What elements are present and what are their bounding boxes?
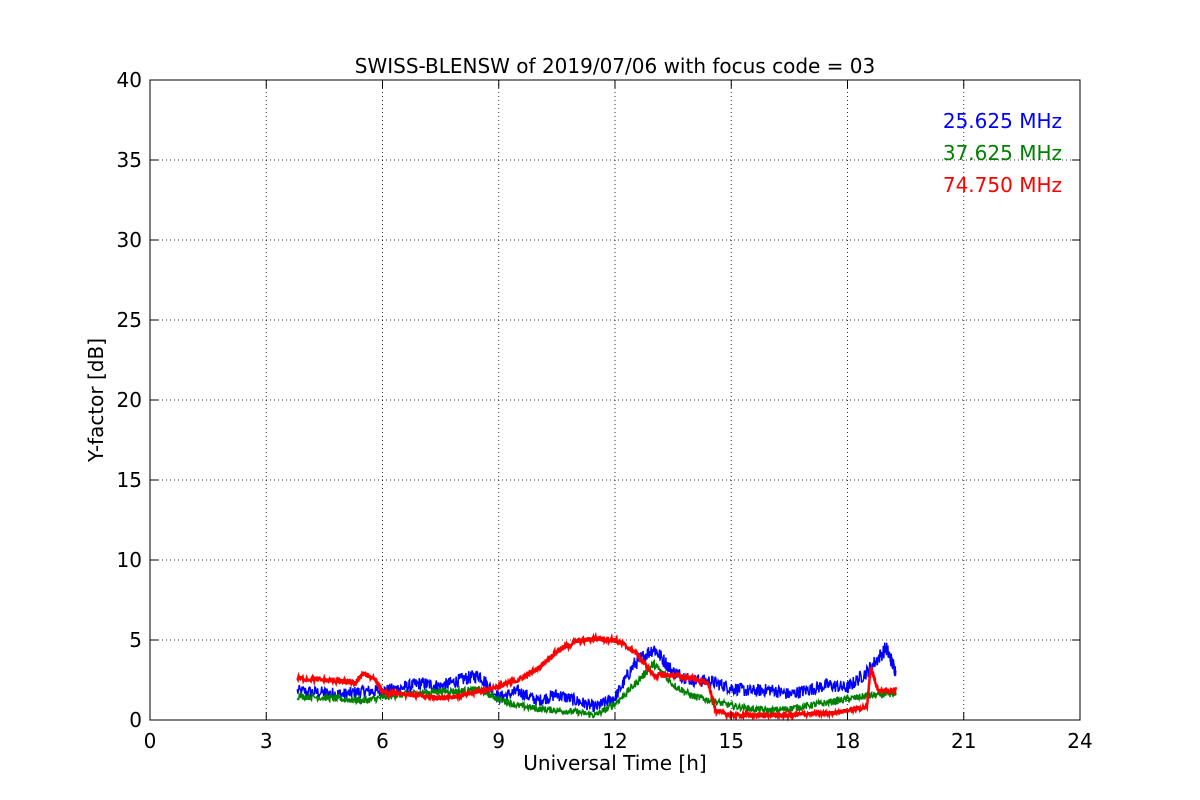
x-axis-label: Universal Time [h] [523,751,706,775]
y-tick-label: 25 [117,308,142,332]
x-tick-label: 3 [260,729,273,753]
y-tick-label: 0 [129,708,142,732]
x-tick-label: 0 [144,729,157,753]
y-tick-label: 15 [117,468,142,492]
legend-entry-1: 25.625 MHz [943,109,1062,133]
x-tick-label: 18 [835,729,860,753]
y-axis-label: Y-factor [dB] [84,338,108,463]
y-tick-label: 35 [117,148,142,172]
legend: 25.625 MHz 37.625 MHz 74.750 MHz [943,109,1062,197]
ticks: 0 3 6 9 12 15 18 21 24 0 5 10 15 20 25 30 35 40 [117,68,1093,753]
series-line-1 [296,642,897,713]
x-tick-label: 6 [376,729,389,753]
x-tick-label: 21 [951,729,976,753]
chart-title: SWISS-BLENSW of 2019/07/06 with focus co… [355,54,876,78]
x-tick-label: 24 [1067,729,1092,753]
legend-entry-3: 74.750 MHz [943,173,1062,197]
y-tick-label: 40 [117,68,142,92]
series-line-3 [296,631,898,722]
grid [150,80,1080,720]
series-layer [296,631,898,722]
series-line-2 [296,658,897,719]
x-tick-label: 12 [602,729,627,753]
y-tick-label: 30 [117,228,142,252]
x-tick-label: 15 [719,729,744,753]
y-tick-label: 10 [117,548,142,572]
y-tick-label: 5 [129,628,142,652]
x-tick-label: 9 [492,729,505,753]
legend-entry-2: 37.625 MHz [943,141,1062,165]
y-tick-label: 20 [117,388,142,412]
